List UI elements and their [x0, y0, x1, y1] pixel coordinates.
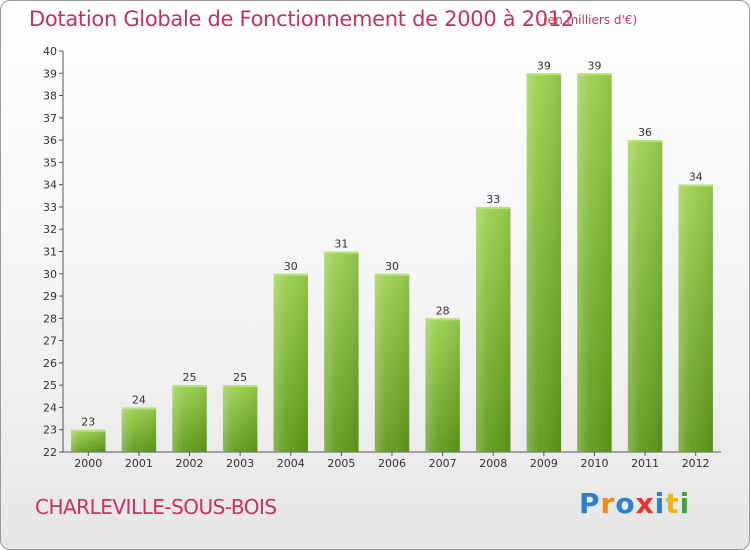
- bar-shine: [172, 385, 207, 452]
- x-tick-label: 2000: [74, 457, 102, 470]
- bar-cap: [121, 407, 157, 410]
- bar-shine: [71, 429, 106, 452]
- y-tick-label: 35: [43, 156, 57, 169]
- x-tick-label: 2004: [277, 457, 305, 470]
- bar-cap: [425, 318, 460, 321]
- x-tick-label: 2007: [429, 457, 457, 470]
- bar-value-label: 31: [334, 238, 348, 251]
- logo-letter: r: [600, 487, 616, 520]
- x-tick-label: 2005: [327, 457, 355, 470]
- y-tick-label: 37: [43, 112, 57, 125]
- x-tick-label: 2009: [530, 457, 558, 470]
- proxiti-logo[interactable]: Proxiti: [579, 487, 690, 520]
- bar-shine: [121, 407, 157, 452]
- bar-value-label: 39: [587, 59, 601, 72]
- bar-shine: [577, 73, 612, 453]
- bar-cap: [172, 385, 207, 388]
- bar-shine: [222, 385, 258, 452]
- y-tick-label: 28: [43, 312, 57, 325]
- bar-cap: [476, 206, 511, 209]
- y-tick-label: 24: [43, 401, 57, 414]
- y-tick-label: 34: [43, 179, 57, 192]
- chart-subtitle: (en milliers d'€): [543, 13, 638, 27]
- x-tick-label: 2001: [125, 457, 153, 470]
- bar-shine: [425, 318, 460, 452]
- x-tick-label: 2011: [631, 457, 659, 470]
- y-axis: 22 23 24 25 26 27 28 29 30 31 32 33 34 35 36 37 38 39 40: [43, 45, 64, 459]
- y-tick-label: 30: [43, 268, 57, 281]
- y-tick-label: 23: [43, 424, 57, 437]
- y-tick-label: 39: [43, 67, 57, 80]
- bar-shine: [526, 73, 562, 453]
- logo-letter: o: [615, 487, 636, 520]
- bar-value-label: 33: [486, 193, 500, 206]
- bar-cap: [324, 251, 359, 254]
- logo-letter: x: [635, 487, 655, 520]
- bar-shine: [678, 184, 713, 452]
- y-tick-label: 22: [43, 446, 57, 459]
- x-tick-label: 2010: [580, 457, 608, 470]
- bar-value-label: 25: [233, 371, 247, 384]
- bar-cap: [374, 273, 410, 276]
- bar-value-label: 25: [183, 371, 197, 384]
- bar-value-label: 30: [385, 260, 399, 273]
- y-tick-label: 36: [43, 134, 57, 147]
- y-tick-label: 31: [43, 246, 57, 259]
- x-tick-label: 2008: [479, 457, 507, 470]
- bar-shine: [627, 140, 663, 452]
- commune-name: CHARLEVILLE-SOUS-BOIS: [35, 495, 277, 519]
- bar-value-label: 34: [689, 171, 703, 184]
- y-tick-label: 25: [43, 379, 57, 392]
- bar-cap: [627, 140, 663, 143]
- bar-cap: [526, 73, 562, 76]
- bar-value-label: 28: [436, 304, 450, 317]
- y-tick-label: 32: [43, 223, 57, 236]
- logo-letter: t: [665, 487, 680, 520]
- bar-cap: [71, 429, 106, 432]
- y-tick-label: 33: [43, 201, 57, 214]
- bar-cap: [273, 273, 308, 276]
- bar-value-label: 30: [284, 260, 298, 273]
- y-tick-label: 38: [43, 90, 57, 103]
- y-tick-label: 27: [43, 335, 57, 348]
- bar-value-label: 39: [537, 59, 551, 72]
- bar-shine: [476, 206, 511, 452]
- logo-letter: i: [679, 487, 691, 520]
- bar-shine: [374, 273, 410, 452]
- bar-cap: [222, 385, 258, 388]
- y-tick-label: 26: [43, 357, 57, 370]
- x-axis: 2000 2001 2002 2003 2004 2005 2006 2007 2008 2009…: [63, 451, 721, 470]
- bar-value-label: 24: [132, 393, 146, 406]
- bar-shine: [273, 273, 308, 452]
- bar-shine: [324, 251, 359, 452]
- logo-letter: i: [654, 487, 666, 520]
- bar-value-label: 23: [81, 416, 95, 429]
- logo-letter: P: [579, 487, 601, 520]
- x-tick-label: 2012: [682, 457, 710, 470]
- bar-value-label: 36: [638, 126, 652, 139]
- x-tick-label: 2006: [378, 457, 406, 470]
- bar-cap: [577, 73, 612, 76]
- y-tick-label: 40: [43, 45, 57, 58]
- x-tick-label: 2002: [176, 457, 204, 470]
- y-tick-label: 29: [43, 290, 57, 303]
- x-tick-label: 2003: [226, 457, 254, 470]
- bars: 23 24 25 25 30 31 30 28 33 39 39 36 34: [71, 59, 713, 453]
- chart-title: Dotation Globale de Fonctionnement de 20…: [29, 7, 574, 31]
- bar-cap: [678, 184, 713, 187]
